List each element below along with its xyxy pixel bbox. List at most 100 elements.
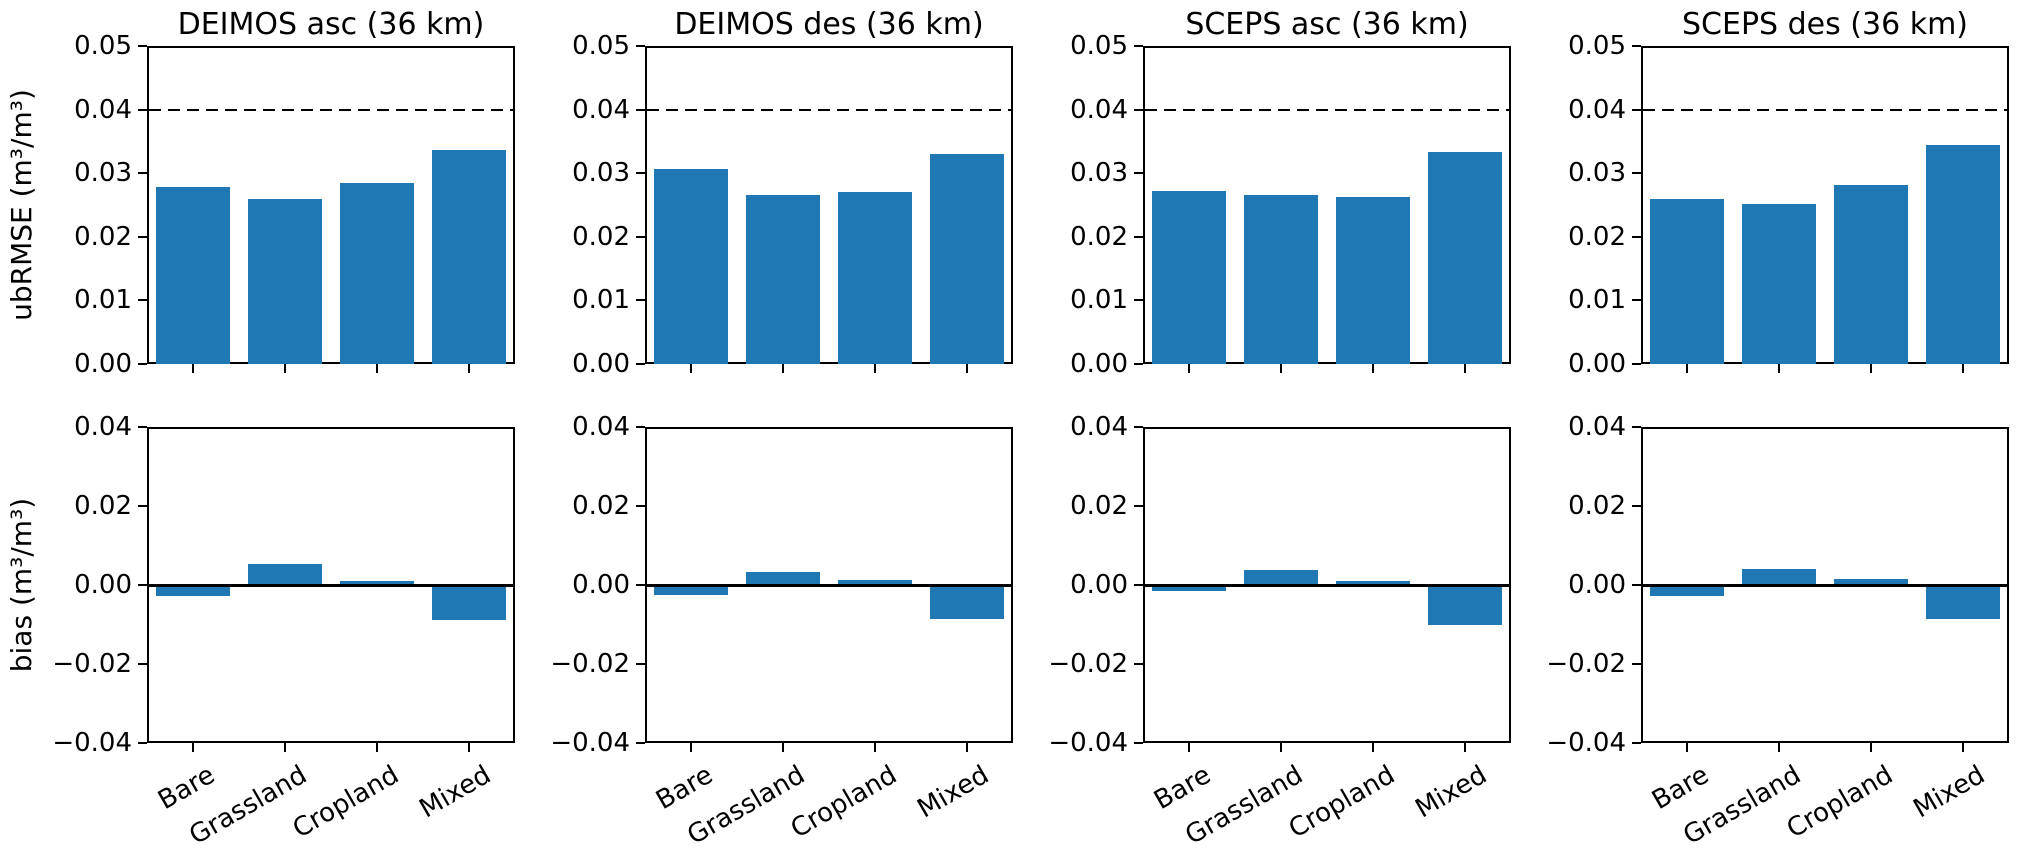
y-tick-label: 0.02 (1070, 221, 1128, 252)
y-tick-label: 0.04 (74, 412, 132, 442)
bar-grassland (746, 195, 820, 364)
y-tick-label: 0.04 (572, 94, 630, 125)
y-tick-label: 0.04 (1568, 94, 1626, 125)
x-tick-mark (1870, 743, 1872, 752)
bar-mixed (1926, 585, 2000, 619)
y-tick-label: 0.00 (74, 570, 132, 600)
bar-cropland (1834, 184, 1908, 364)
reference-line-0-04 (1145, 108, 1509, 111)
bar-grassland (1244, 194, 1318, 364)
x-tick-mark (284, 364, 286, 373)
x-tick-mark (1686, 364, 1688, 373)
bar-grassland (1742, 203, 1816, 364)
zero-line (149, 583, 513, 587)
y-tick-label: 0.03 (1070, 158, 1128, 189)
y-tick-label: −0.02 (1546, 649, 1626, 679)
x-tick-mark (874, 364, 876, 373)
y-tick-mark (138, 663, 147, 665)
bar-cropland (838, 579, 912, 585)
bar-bare (654, 169, 728, 364)
y-tick-mark (138, 742, 147, 744)
reference-line-0-04 (1643, 108, 2007, 111)
bar-mixed (930, 585, 1004, 619)
subplot-title: DEIMOS asc (36 km) (177, 7, 485, 42)
y-tick-label: 0.01 (1568, 285, 1626, 316)
x-tick-mark (1188, 364, 1190, 373)
y-tick-label: 0.02 (74, 221, 132, 252)
x-tick-mark (376, 743, 378, 752)
y-tick-mark (1134, 45, 1143, 47)
bar-cropland (1336, 581, 1410, 585)
y-tick-mark (138, 108, 147, 111)
y-tick-mark (1632, 45, 1641, 47)
x-tick-mark (1280, 743, 1282, 752)
x-tick-mark (376, 364, 378, 373)
y-tick-label: 0.02 (1568, 491, 1626, 521)
y-tick-mark (636, 426, 645, 428)
x-tick-mark (1464, 364, 1466, 373)
y-tick-mark (138, 426, 147, 428)
y-tick-label: 0.00 (1070, 349, 1128, 379)
bar-cropland (1336, 197, 1410, 364)
y-tick-label: 0.03 (572, 158, 630, 189)
bar-mixed (432, 585, 506, 621)
x-tick-mark (1280, 364, 1282, 373)
zero-line (1145, 583, 1509, 587)
y-tick-mark (636, 584, 645, 586)
bar-grassland (1244, 570, 1318, 585)
x-tick-mark (1188, 743, 1190, 752)
y-tick-label: 0.02 (1568, 221, 1626, 252)
y-tick-mark (1134, 108, 1143, 111)
y-tick-mark (636, 742, 645, 744)
y-tick-label: 0.02 (74, 491, 132, 521)
bar-grassland (248, 564, 322, 585)
bar-mixed (1428, 151, 1502, 364)
bar-bare (156, 187, 230, 364)
y-tick-label: 0.02 (572, 221, 630, 252)
y-tick-label: 0.05 (74, 31, 132, 61)
y-tick-label: 0.00 (1070, 570, 1128, 600)
x-tick-mark (1870, 364, 1872, 373)
y-tick-mark (636, 108, 645, 111)
x-tick-mark (966, 743, 968, 752)
y-tick-label: 0.00 (572, 570, 630, 600)
y-tick-mark (636, 172, 645, 175)
y-tick-mark (1134, 299, 1143, 302)
y-tick-label: 0.01 (74, 285, 132, 316)
y-tick-label: 0.04 (74, 94, 132, 125)
x-tick-mark (782, 364, 784, 373)
y-axis-label-ubrmse: ubRMSE (m³/m³) (5, 89, 38, 321)
y-tick-label: 0.00 (572, 349, 630, 379)
y-tick-mark (636, 299, 645, 302)
y-tick-mark (1632, 426, 1641, 428)
y-tick-mark (1632, 742, 1641, 744)
y-tick-mark (1134, 742, 1143, 744)
y-tick-mark (138, 45, 147, 47)
bar-bare (1650, 198, 1724, 364)
x-tick-mark (284, 743, 286, 752)
y-tick-mark (1632, 584, 1641, 586)
y-tick-mark (1134, 172, 1143, 175)
bar-mixed (1926, 145, 2000, 364)
bar-grassland (746, 571, 820, 585)
y-tick-mark (138, 172, 147, 175)
x-tick-mark (782, 743, 784, 752)
y-tick-label: −0.02 (1048, 649, 1128, 679)
x-tick-mark (1778, 364, 1780, 373)
bar-mixed (432, 150, 506, 364)
y-tick-mark (636, 505, 645, 507)
bar-grassland (248, 199, 322, 364)
bar-grassland (1742, 568, 1816, 585)
subplot-title: SCEPS des (36 km) (1682, 7, 1968, 42)
x-tick-mark (690, 364, 692, 373)
y-tick-mark (636, 363, 645, 365)
subplot-title: DEIMOS des (36 km) (674, 7, 984, 42)
x-tick-mark (1372, 364, 1374, 373)
y-tick-label: 0.01 (1070, 285, 1128, 316)
y-tick-label: 0.04 (572, 412, 630, 442)
y-tick-label: 0.00 (1568, 570, 1626, 600)
bar-cropland (1834, 578, 1908, 585)
y-tick-label: 0.04 (1070, 412, 1128, 442)
y-tick-label: −0.04 (1546, 728, 1626, 758)
x-tick-mark (1962, 743, 1964, 752)
